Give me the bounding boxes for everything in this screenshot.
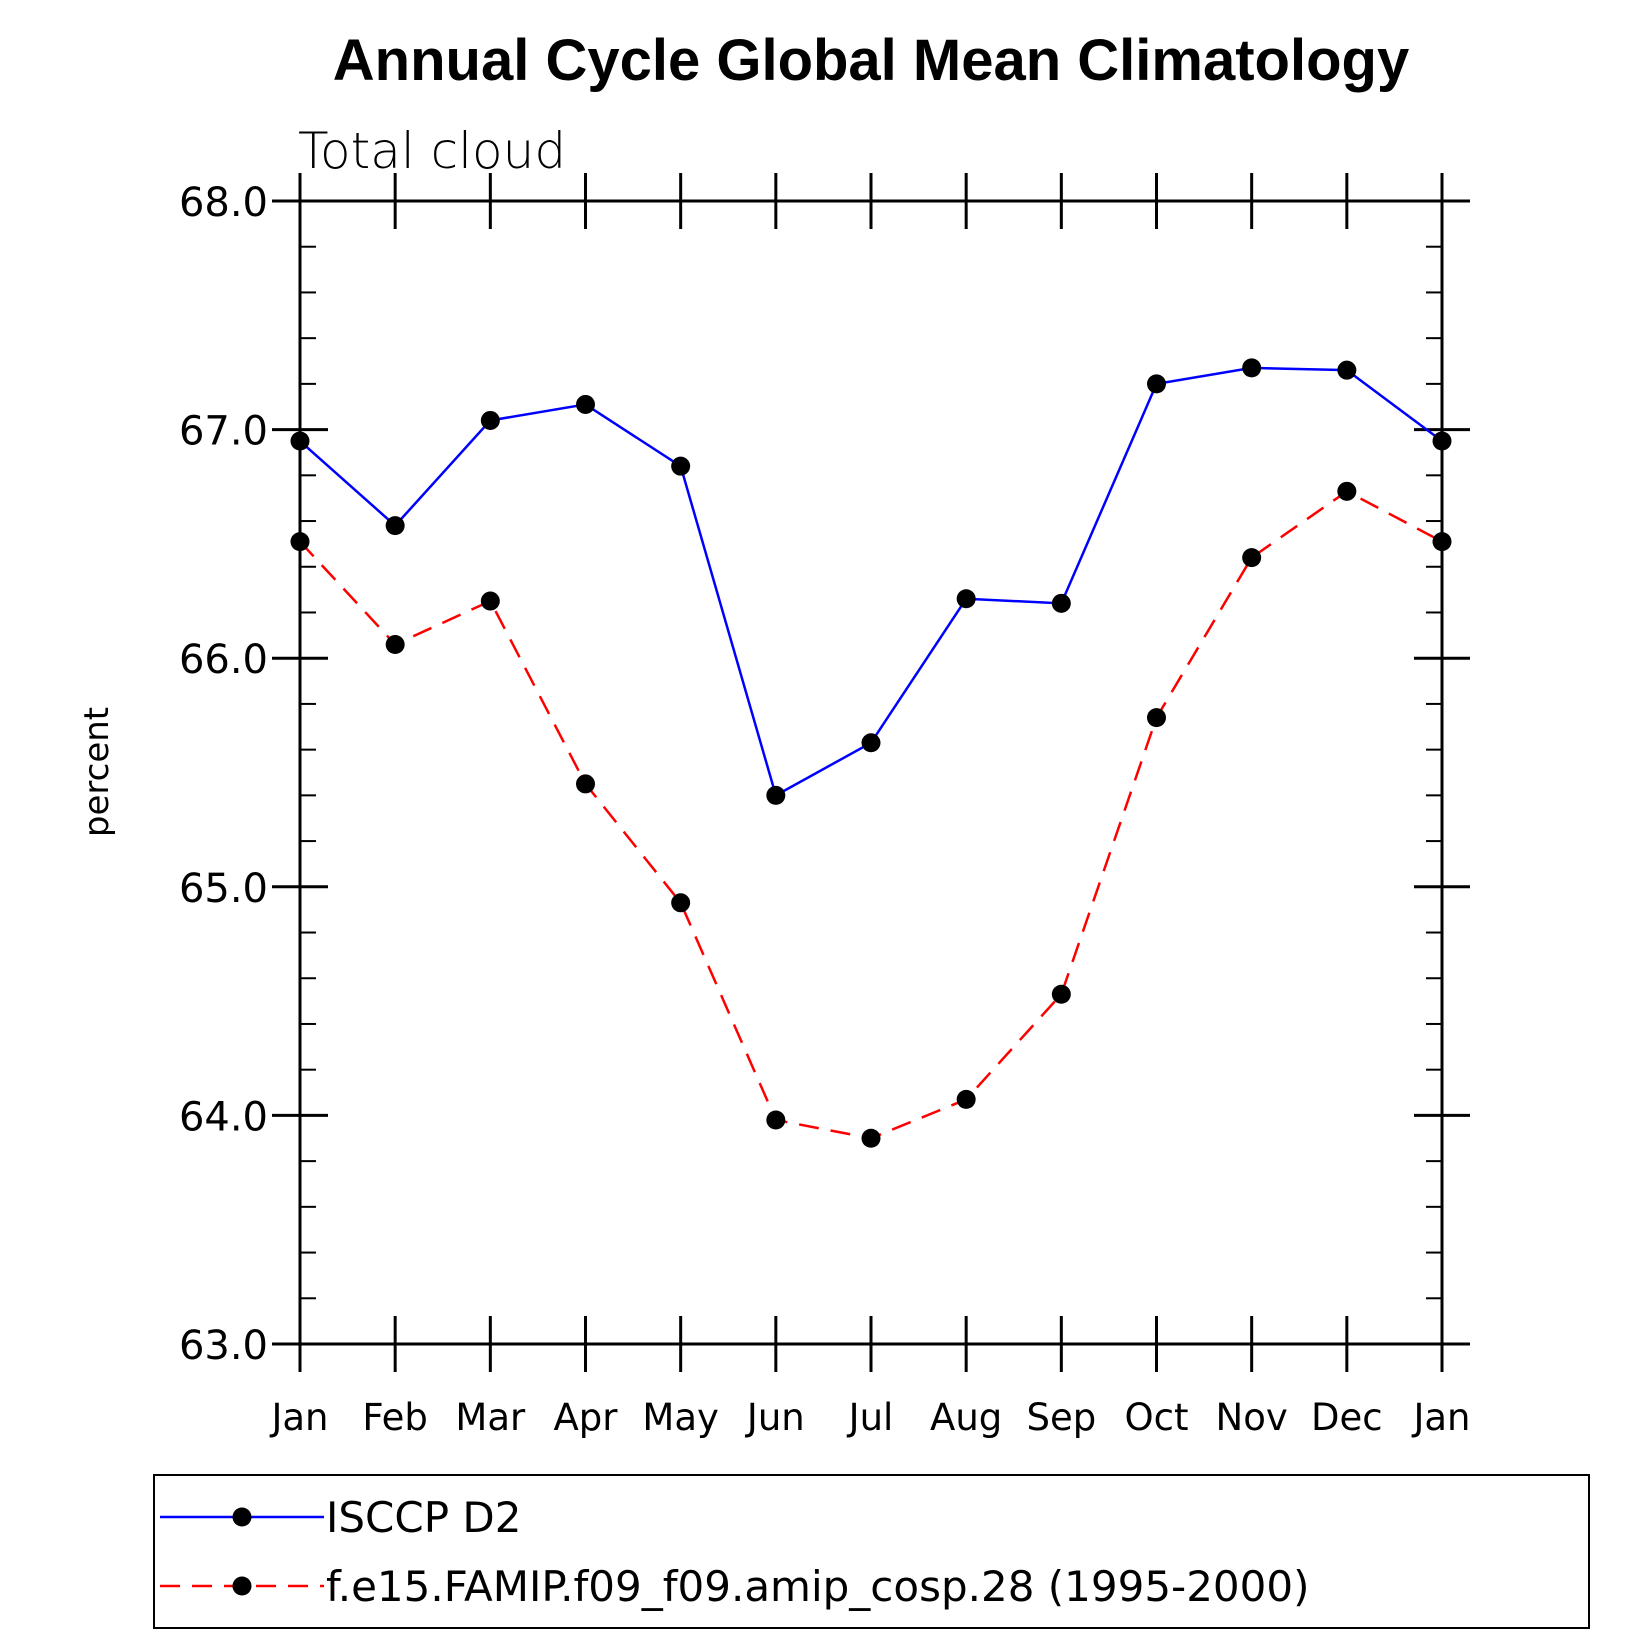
y-tick-label: 65.0 xyxy=(179,866,268,912)
series-line-1 xyxy=(299,366,1443,798)
series-2-point xyxy=(766,1110,786,1130)
y-tick-label: 64.0 xyxy=(179,1094,268,1140)
legend: ISCCP D2 f.e15.FAMIP.f09_f09.amip_cosp.28… xyxy=(153,1474,1590,1629)
chart-title: Annual Cycle Global Mean Climatology xyxy=(333,28,1409,93)
series-1-point xyxy=(1432,431,1452,451)
series-line-2 xyxy=(299,489,1443,1140)
legend-label-1: ISCCP D2 xyxy=(326,1493,521,1542)
legend-marker-1 xyxy=(232,1507,252,1527)
legend-box xyxy=(153,1474,1590,1629)
series-1-point xyxy=(290,431,310,451)
x-tick-label: Jul xyxy=(847,1396,894,1439)
x-axis-ticks: Jan Feb Mar Apr May Jun Jul Aug Sep Oct Nov Dec Jan xyxy=(269,173,1471,1439)
x-tick-label: Apr xyxy=(553,1396,618,1439)
series-1-point xyxy=(956,589,976,609)
series-1-point xyxy=(766,785,786,805)
series-2-point xyxy=(671,893,691,913)
x-tick-label: Mar xyxy=(455,1396,526,1439)
series-1-point xyxy=(385,516,405,536)
x-tick-label: Jan xyxy=(1411,1396,1470,1439)
y-tick-label: 67.0 xyxy=(179,409,268,455)
chart-subtitle: Total cloud xyxy=(298,122,566,180)
y-tick-label: 66.0 xyxy=(179,637,268,683)
x-tick-label: Aug xyxy=(930,1396,1002,1439)
series-2-point xyxy=(290,532,310,552)
plot-frame xyxy=(298,199,1444,1346)
series-1-point xyxy=(576,394,595,414)
series-2-point xyxy=(576,774,595,794)
series-1-point xyxy=(480,410,500,430)
y-tick-label: 68.0 xyxy=(179,180,268,226)
x-tick-label: Oct xyxy=(1125,1396,1189,1439)
y-axis-ticks: 63.0 64.0 65.0 66.0 67.0 68.0 xyxy=(179,180,1470,1369)
legend-items: ISCCP D2 f.e15.FAMIP.f09_f09.amip_cosp.28… xyxy=(160,1493,1309,1611)
x-tick-label: Jun xyxy=(745,1396,805,1439)
y-tick-label: 63.0 xyxy=(179,1323,268,1369)
series-2-point xyxy=(1147,708,1166,728)
series-1-point xyxy=(1242,358,1262,378)
series-2-point xyxy=(956,1089,976,1109)
series-1-point xyxy=(1337,360,1357,380)
series-2-point xyxy=(1242,548,1262,568)
series-2-point xyxy=(1051,984,1071,1004)
series-1-point xyxy=(1051,593,1071,613)
x-tick-label: May xyxy=(642,1396,719,1439)
legend-marker-2 xyxy=(232,1576,252,1596)
series-1-point xyxy=(861,733,881,753)
series-2-point xyxy=(385,634,405,654)
series-2-point xyxy=(861,1128,881,1148)
series-layer xyxy=(290,358,1452,1148)
legend-label-2: f.e15.FAMIP.f09_f09.amip_cosp.28 (1995-2… xyxy=(326,1562,1309,1611)
x-tick-label: Feb xyxy=(362,1396,428,1439)
x-tick-label: Nov xyxy=(1216,1396,1288,1439)
series-1-point xyxy=(671,456,691,476)
x-tick-label: Jan xyxy=(269,1396,328,1439)
x-tick-label: Sep xyxy=(1026,1396,1096,1439)
series-2-point xyxy=(480,591,500,611)
x-tick-label: Dec xyxy=(1311,1396,1383,1439)
series-2-point xyxy=(1337,481,1357,501)
series-2-point xyxy=(1432,532,1452,552)
series-1-point xyxy=(1147,374,1166,394)
y-axis-label: percent xyxy=(77,707,117,837)
